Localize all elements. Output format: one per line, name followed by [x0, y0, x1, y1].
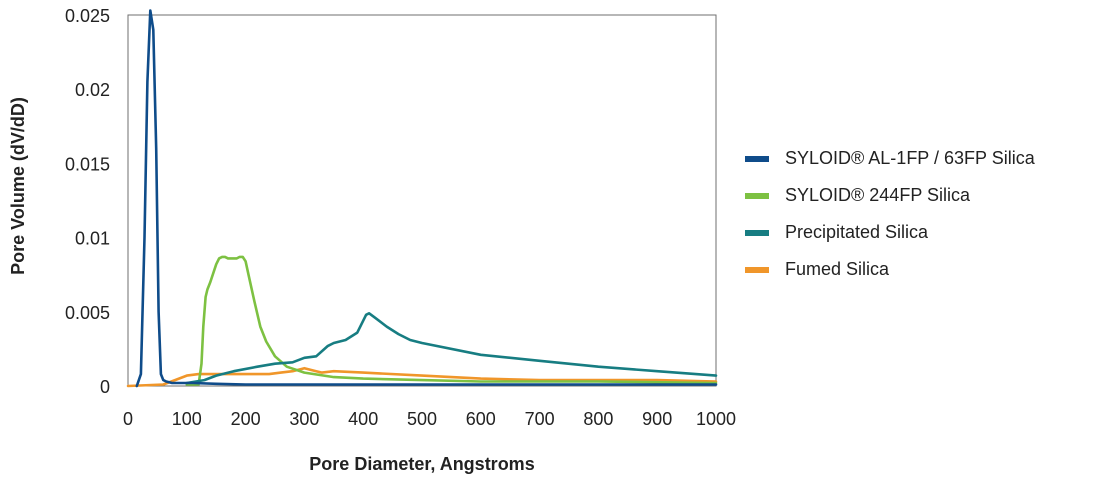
- legend-swatch: [745, 155, 769, 162]
- x-tick-label: 200: [231, 409, 261, 429]
- y-tick-label: 0.01: [75, 229, 110, 249]
- series-line-3: [126, 366, 718, 388]
- x-tick-label: 300: [289, 409, 319, 429]
- legend-item: Fumed Silica: [745, 251, 1035, 288]
- legend-label: Precipitated Silica: [785, 222, 929, 242]
- x-tick-label: 100: [172, 409, 202, 429]
- legend-swatch: [745, 192, 769, 199]
- y-tick-label: 0.015: [65, 154, 110, 174]
- plot-area: [127, 14, 717, 387]
- y-tick-label: 0.025: [65, 6, 110, 26]
- plot-frame: [127, 14, 717, 387]
- x-tick-label: 600: [466, 409, 496, 429]
- series-line-2: [185, 311, 718, 385]
- legend-label: SYLOID® 244FP Silica: [785, 185, 971, 205]
- legend-label: SYLOID® AL-1FP / 63FP Silica: [785, 148, 1035, 168]
- legend-label: Fumed Silica: [785, 259, 890, 279]
- y-axis-title: Pore Volume (dV/dD): [8, 97, 28, 275]
- legend-swatch: [745, 229, 769, 236]
- x-tick-label: 500: [407, 409, 437, 429]
- y-tick-label: 0.005: [65, 303, 110, 323]
- series-line-0: [135, 9, 718, 388]
- y-tick-label: 0.02: [75, 80, 110, 100]
- x-tick-label: 0: [123, 409, 133, 429]
- x-tick-label: 900: [642, 409, 672, 429]
- y-tick-label: 0: [100, 377, 110, 397]
- x-tick-label: 1000: [696, 409, 736, 429]
- series-layer: [126, 9, 718, 388]
- series-line-1: [185, 255, 718, 386]
- legend-swatch: [745, 266, 769, 273]
- legend-item: SYLOID® AL-1FP / 63FP Silica: [745, 140, 1035, 177]
- legend-item: Precipitated Silica: [745, 214, 1035, 251]
- x-axis-ticks: 0 100 200 300 400 500 600 700 800 900 1000: [123, 409, 736, 429]
- x-tick-label: 400: [348, 409, 378, 429]
- legend-item: SYLOID® 244FP Silica: [745, 177, 1035, 214]
- chart-legend: SYLOID® AL-1FP / 63FP Silica SYLOID® 244F…: [745, 140, 1035, 288]
- x-axis-title: Pore Diameter, Angstroms: [309, 454, 534, 474]
- y-axis-ticks: 0 0.005 0.01 0.015 0.02 0.025: [65, 6, 110, 397]
- x-tick-label: 700: [525, 409, 555, 429]
- x-tick-label: 800: [583, 409, 613, 429]
